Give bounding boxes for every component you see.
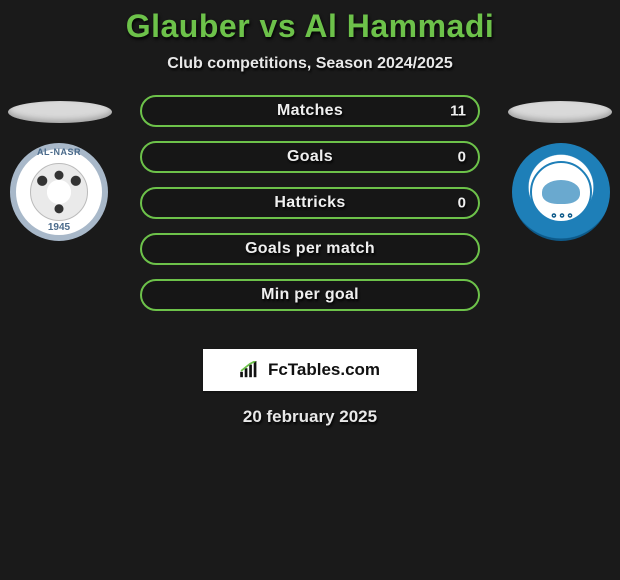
stat-right-value: 11 bbox=[450, 103, 466, 120]
stat-rows: Matches 11 Goals 0 Hattricks 0 Goals per… bbox=[140, 95, 480, 325]
olympic-rings-icon: ⚬⚬⚬ bbox=[549, 209, 573, 223]
stat-row-hattricks: Hattricks 0 bbox=[140, 187, 480, 219]
stat-row-matches: Matches 11 bbox=[140, 95, 480, 127]
stat-label: Matches bbox=[277, 102, 343, 120]
stat-label: Min per goal bbox=[261, 286, 359, 304]
club-logo-right-shape-icon bbox=[542, 180, 580, 204]
stat-right-value: 0 bbox=[458, 195, 466, 212]
player-stand-right bbox=[508, 101, 612, 123]
page-title: Glauber vs Al Hammadi bbox=[0, 8, 620, 45]
player-stand-left bbox=[8, 101, 112, 123]
subtitle: Club competitions, Season 2024/2025 bbox=[0, 55, 620, 73]
club-logo-left-top-text: AL-NASR bbox=[37, 147, 81, 157]
club-logo-left-bottom-text: 1945 bbox=[48, 222, 70, 233]
club-logo-left: AL-NASR 1945 bbox=[10, 143, 108, 241]
date-text: 20 february 2025 bbox=[0, 407, 620, 427]
stat-label: Goals per match bbox=[245, 240, 375, 258]
stat-label: Goals bbox=[287, 148, 333, 166]
brand-badge[interactable]: FcTables.com bbox=[203, 349, 417, 391]
root: Glauber vs Al Hammadi Club competitions,… bbox=[0, 0, 620, 427]
stat-row-min-per-goal: Min per goal bbox=[140, 279, 480, 311]
soccer-ball-icon bbox=[30, 163, 88, 221]
stat-label: Hattricks bbox=[274, 194, 345, 212]
stat-right-value: 0 bbox=[458, 149, 466, 166]
club-logo-right: ⚬⚬⚬ bbox=[512, 143, 610, 241]
stat-row-goals-per-match: Goals per match bbox=[140, 233, 480, 265]
club-logo-right-ring: ⚬⚬⚬ bbox=[512, 143, 610, 241]
comparison-panel: AL-NASR 1945 ⚬⚬⚬ Matches 11 Goals bbox=[0, 101, 620, 341]
brand-text: FcTables.com bbox=[268, 360, 380, 380]
club-logo-left-ring: AL-NASR 1945 bbox=[10, 143, 108, 241]
stat-row-goals: Goals 0 bbox=[140, 141, 480, 173]
bar-chart-icon bbox=[240, 361, 262, 379]
